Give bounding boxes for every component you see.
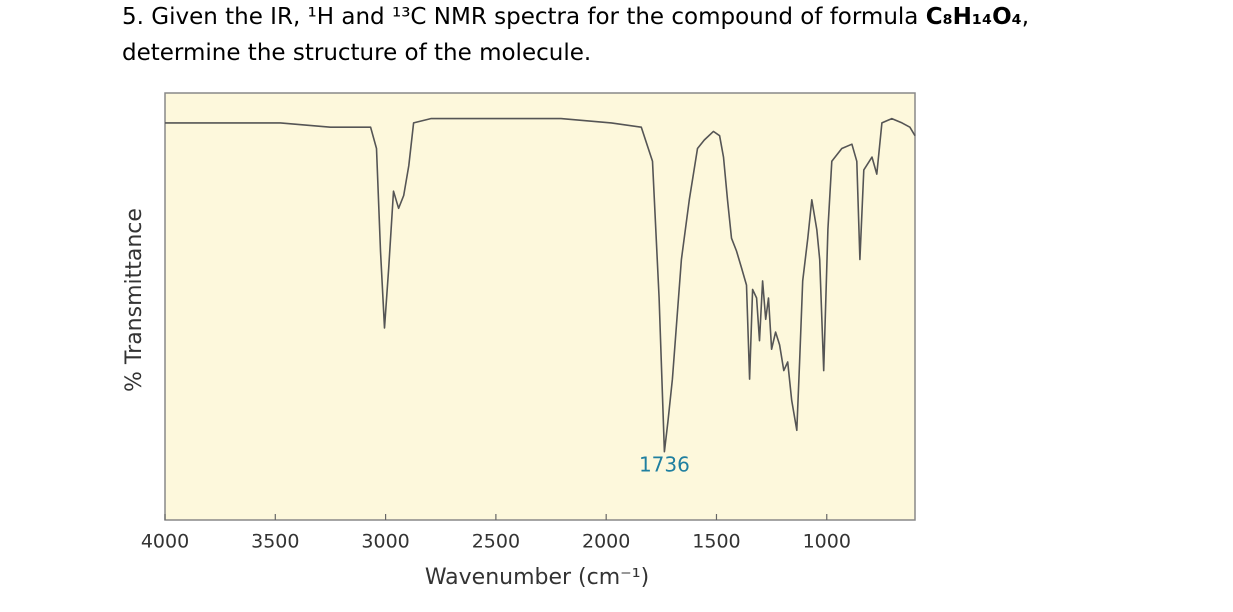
question-tail: , <box>1021 4 1030 30</box>
question-lead: 5. Given the IR, ¹H and ¹³C NMR spectra … <box>122 4 926 30</box>
x-tick-label: 2000 <box>582 531 630 553</box>
x-tick-label: 1500 <box>692 531 740 553</box>
question-line-2: determine the structure of the molecule. <box>122 40 592 66</box>
y-axis-label: % Transmittance <box>122 208 147 392</box>
peak-annotation: 1736 <box>639 453 690 477</box>
question-line-1: 5. Given the IR, ¹H and ¹³C NMR spectra … <box>122 4 1029 30</box>
spectrum-line <box>165 117 916 453</box>
x-tick-label: 3500 <box>251 531 299 553</box>
x-tick-label: 1000 <box>803 531 851 553</box>
x-tick-label: 2500 <box>472 531 520 553</box>
plot-area <box>164 92 916 521</box>
formula: C₈H₁₄O₄ <box>925 4 1022 30</box>
x-tick-label: 3000 <box>361 531 409 553</box>
x-tick-label: 4000 <box>141 531 189 553</box>
x-axis-label: Wavenumber (cm⁻¹) <box>425 565 649 590</box>
